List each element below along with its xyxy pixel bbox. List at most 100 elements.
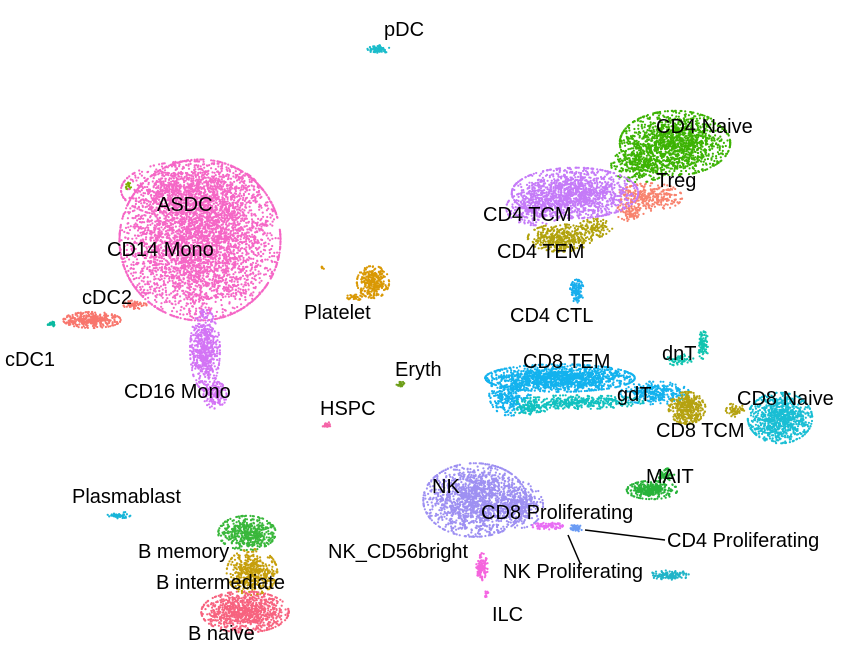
cell-point	[607, 201, 609, 203]
cell-point	[621, 142, 623, 144]
cell-point	[669, 144, 671, 146]
cell-point	[719, 149, 721, 151]
cell-point	[674, 199, 676, 201]
cell-point	[612, 181, 614, 183]
cell-point	[544, 199, 546, 201]
cell-point	[707, 158, 709, 160]
cell-point	[712, 142, 714, 144]
cell-point	[651, 138, 653, 140]
cell-point	[674, 205, 676, 207]
cell-point	[633, 152, 635, 154]
cell-point	[590, 221, 592, 223]
cell-point	[684, 110, 686, 112]
cell-point	[684, 160, 686, 162]
cell-point	[604, 189, 606, 191]
cell-point	[596, 172, 598, 174]
cell-point	[708, 146, 710, 148]
cell-point	[581, 237, 583, 239]
cell-point	[228, 302, 230, 304]
cell-point	[595, 198, 597, 200]
cell-point	[629, 212, 631, 214]
cell-point	[581, 228, 583, 230]
cell-point	[633, 140, 635, 142]
cell-point	[700, 145, 702, 147]
cell-point	[537, 194, 539, 196]
cell-point	[649, 185, 651, 187]
cell-point	[542, 231, 544, 233]
cell-point	[679, 146, 681, 148]
cell-point	[636, 188, 638, 190]
cell-point	[605, 233, 607, 235]
cell-point	[590, 181, 592, 183]
cell-point	[640, 195, 642, 197]
cell-point	[531, 184, 533, 186]
cell-point	[557, 187, 559, 189]
cell-point	[533, 198, 535, 200]
cell-point	[585, 213, 587, 215]
cell-point	[568, 227, 570, 229]
cell-point	[579, 222, 581, 224]
cell-point	[530, 174, 532, 176]
cell-point	[644, 124, 646, 126]
cell-point	[658, 151, 660, 153]
cell-point	[692, 142, 694, 144]
cell-point	[671, 200, 673, 202]
cell-point	[727, 151, 729, 153]
cell-point	[607, 228, 609, 230]
cell-point	[619, 204, 621, 206]
cell-point	[675, 112, 677, 114]
cell-point	[681, 152, 683, 154]
cell-point	[130, 264, 132, 266]
cell-point	[559, 234, 561, 236]
cell-point	[646, 151, 648, 153]
cell-point	[645, 207, 647, 209]
cell-point	[542, 190, 544, 192]
cell-point	[527, 235, 529, 237]
cell-point	[676, 154, 678, 156]
cell-point	[646, 199, 648, 201]
cell-point	[574, 182, 576, 184]
cell-point	[632, 158, 634, 160]
cell-point	[611, 228, 613, 230]
cell-point	[708, 155, 710, 157]
cell-point	[624, 156, 626, 158]
cell-point	[619, 201, 621, 203]
cell-point	[528, 182, 530, 184]
cell-point	[593, 190, 595, 192]
cell-point	[604, 197, 606, 199]
cell-point	[647, 147, 649, 149]
cell-point	[660, 200, 662, 202]
cell-point	[578, 167, 580, 169]
cell-point	[620, 134, 622, 136]
cell-point	[556, 231, 558, 233]
cell-point	[584, 196, 586, 198]
cell-point	[650, 156, 652, 158]
cell-point	[610, 203, 612, 205]
cell-point	[624, 164, 626, 166]
cell-point	[575, 225, 577, 227]
cell-point	[563, 170, 565, 172]
cell-point	[548, 184, 550, 186]
cell-point	[636, 159, 638, 161]
cell-point	[648, 174, 650, 176]
cell-point	[565, 195, 567, 197]
cell-point	[553, 226, 555, 228]
cell-point	[650, 182, 652, 184]
cell-point	[594, 229, 596, 231]
cell-point	[622, 188, 624, 190]
cell-point	[603, 178, 605, 180]
cell-point	[644, 191, 646, 193]
cell-point	[675, 139, 677, 141]
cell-point	[629, 170, 631, 172]
cell-point	[586, 221, 588, 223]
cell-point	[663, 208, 665, 210]
cell-point	[532, 190, 534, 192]
cell-point	[628, 218, 630, 220]
cell-point	[710, 159, 712, 161]
cell-point	[650, 123, 652, 125]
cell-point	[587, 196, 589, 198]
cell-point	[624, 150, 626, 152]
cell-point	[600, 220, 602, 222]
cell-point	[626, 158, 628, 160]
cell-point	[551, 180, 553, 182]
